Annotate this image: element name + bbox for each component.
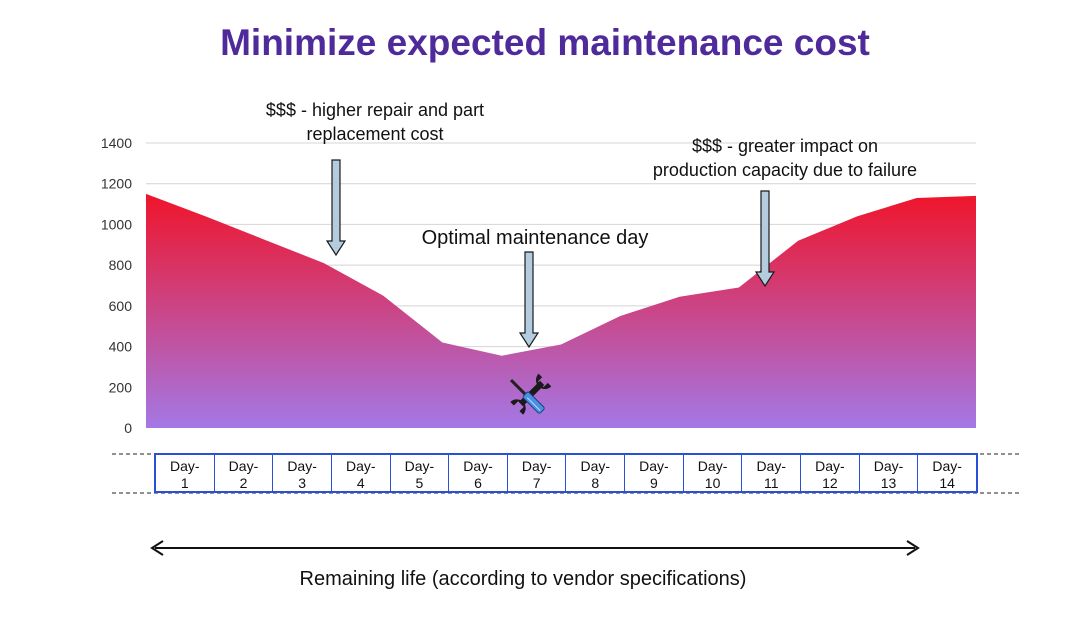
x-tick-label: Day- 12 — [801, 455, 860, 491]
y-axis-ticks: 0 200 400 600 800 1000 1200 1400 — [101, 135, 132, 436]
x-tick-label: Day- 10 — [684, 455, 743, 491]
annotation-failure-impact: $$$ - greater impact on production capac… — [652, 136, 918, 180]
y-tick-label: 0 — [124, 420, 132, 436]
optimal-day-arrow — [518, 251, 540, 349]
x-tick-label: Day- 6 — [449, 455, 508, 491]
y-tick-label: 1200 — [101, 176, 132, 192]
cost-area — [146, 193, 976, 428]
annotation-repair-cost: $$$ - higher repair and part replacement… — [265, 100, 485, 144]
x-axis-label: Remaining life (according to vendor spec… — [299, 568, 747, 590]
remaining-life-arrow — [150, 540, 920, 556]
annotation-optimal-day: Optimal maintenance day — [421, 227, 649, 249]
chart-title: Minimize expected maintenance cost — [220, 22, 870, 63]
day-row: Day- 1 Day- 2 Day- 3 Day- 4 Day- 5 Day- 6 Day-… — [154, 453, 978, 493]
x-tick-label: Day- 1 — [156, 455, 215, 491]
y-tick-label: 1400 — [101, 135, 132, 151]
x-tick-label: Day- 8 — [566, 455, 626, 491]
x-tick-label: Day- 7 — [508, 455, 567, 491]
x-tick-label: Day- 3 — [273, 455, 332, 491]
y-tick-label: 200 — [109, 379, 133, 395]
y-tick-label: 800 — [109, 257, 133, 273]
x-tick-label: Day- 14 — [932, 458, 962, 491]
repair-cost-arrow — [325, 159, 347, 257]
x-tick-label: Day- 9 — [625, 455, 684, 491]
x-tick-label: Day- 5 — [391, 455, 450, 491]
x-tick-label: Day- 11 — [742, 455, 802, 491]
y-tick-label: 1000 — [101, 216, 132, 232]
y-tick-label: 400 — [109, 339, 133, 355]
x-tick-label: Day- 4 — [332, 455, 391, 491]
x-tick-label: Day- 13 — [860, 455, 919, 491]
y-tick-label: 600 — [109, 298, 133, 314]
wrench-screwdriver-icon — [509, 373, 552, 415]
failure-impact-arrow — [754, 190, 776, 288]
x-tick-label: Day- 2 — [215, 455, 274, 491]
